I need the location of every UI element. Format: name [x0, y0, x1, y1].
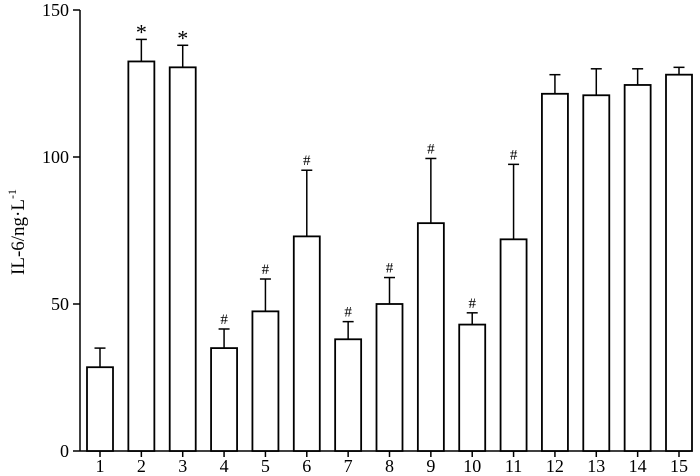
y-tick-label: 100: [42, 147, 69, 167]
y-ticks: 0 50 100 150: [42, 0, 80, 461]
bar: [292, 235, 321, 452]
significance-mark: *: [136, 19, 147, 44]
significance-mark: #: [220, 312, 228, 328]
bar: [168, 66, 197, 452]
bar: [458, 323, 487, 452]
x-tick-label: 10: [463, 456, 481, 476]
x-tick-label: 15: [670, 456, 688, 476]
significance-mark: #: [262, 262, 270, 278]
error-bars: [94, 38, 685, 368]
significance-mark: #: [303, 153, 311, 169]
y-tick-label: 0: [60, 441, 69, 461]
bar: [623, 84, 652, 452]
y-tick-label: 50: [51, 294, 69, 314]
bar: [416, 222, 445, 452]
x-tick-label: 12: [546, 456, 564, 476]
significance-mark: #: [468, 296, 476, 312]
bar: [210, 347, 238, 452]
y-axis-label-main: IL-6/ng·L: [8, 199, 29, 275]
significance-marks: * * # # # # # # # #: [136, 19, 518, 328]
x-tick-label: 1: [96, 456, 105, 476]
bar: [541, 92, 569, 452]
x-tick-label: 7: [344, 456, 353, 476]
y-tick-label: 150: [42, 0, 69, 20]
x-tick-label: 6: [302, 456, 311, 476]
x-axis: 1 2 3 4 5 6 7 8 9 10 11 12 13 14 15: [80, 450, 690, 476]
significance-mark: #: [386, 261, 394, 277]
bar: [334, 338, 363, 452]
x-tick-label: 14: [629, 456, 647, 476]
x-tick-label: 4: [220, 456, 229, 476]
x-tick-label: 2: [137, 456, 146, 476]
x-tick-label: 9: [426, 456, 435, 476]
significance-mark: #: [344, 305, 352, 321]
bar: [127, 60, 156, 452]
x-ticks: 1 2 3 4 5 6 7 8 9 10 11 12 13 14 15: [96, 451, 688, 476]
x-tick-label: 11: [505, 456, 522, 476]
bar: [375, 303, 404, 452]
x-tick-label: 8: [385, 456, 394, 476]
bar: [582, 94, 611, 452]
bar: [665, 73, 693, 452]
y-axis-label-superscript: -1: [5, 189, 19, 199]
significance-mark: *: [177, 25, 188, 50]
significance-mark: #: [427, 141, 435, 157]
y-axis-label: IL-6/ng·L-1: [5, 189, 29, 275]
x-tick-label: 5: [261, 456, 270, 476]
bar: [86, 366, 114, 452]
significance-mark: #: [510, 147, 518, 163]
y-axis: 0 50 100 150 IL-6/ng·L-1: [5, 0, 81, 461]
x-tick-label: 3: [178, 456, 187, 476]
bar: [251, 310, 280, 452]
bars: [86, 60, 693, 452]
bar: [499, 238, 528, 452]
x-tick-label: 13: [587, 456, 605, 476]
